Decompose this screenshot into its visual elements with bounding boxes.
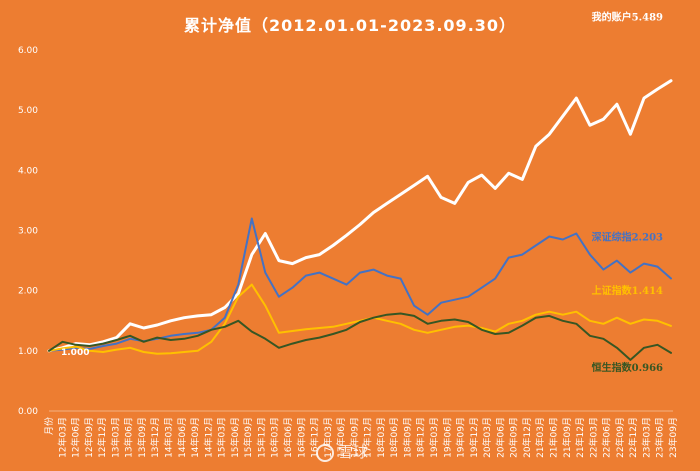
x-tick-label: 19年03月 xyxy=(428,417,440,458)
x-tick-label: 22年12月 xyxy=(627,417,639,458)
x-tick-label: 22年06月 xyxy=(601,417,613,458)
x-tick-label: 22年09月 xyxy=(614,417,626,458)
y-tick-label: 6.00 xyxy=(18,46,38,56)
x-tick-label: 16年06月 xyxy=(282,417,294,458)
x-tick-label: 15年12月 xyxy=(255,417,267,458)
x-tick-label: 14年03月 xyxy=(162,417,174,458)
x-tick-label: 14年06月 xyxy=(176,417,188,458)
series-label: 恒生指数0.966 xyxy=(592,361,663,374)
x-tick-label: 21年12月 xyxy=(574,417,586,458)
x-tick-label: 19年12月 xyxy=(468,417,480,458)
x-tick-label: 19年09月 xyxy=(455,417,467,458)
y-tick-label: 5.00 xyxy=(18,106,38,116)
x-tick-label: 23年06月 xyxy=(654,417,666,458)
x-tick-label: 15年03月 xyxy=(216,417,228,458)
y-tick-label: 1.00 xyxy=(18,347,38,357)
x-tick-label: 15年09月 xyxy=(242,417,254,458)
x-tick-label: 18年03月 xyxy=(375,417,387,458)
x-tick-label: 16年03月 xyxy=(269,417,281,458)
series-line xyxy=(48,312,672,361)
x-tick-label: 13年09月 xyxy=(136,417,148,458)
x-tick-label: 16年09月 xyxy=(295,417,307,458)
x-tick-label: 13年06月 xyxy=(123,417,135,458)
start-value-label: 1.000 xyxy=(61,348,89,358)
y-tick-label: 2.00 xyxy=(18,287,38,297)
x-tick-label: 12年12月 xyxy=(96,417,108,458)
y-tick-label: 3.00 xyxy=(18,227,38,237)
x-tick-label: 18年06月 xyxy=(388,417,400,458)
x-tick-label: 21年06月 xyxy=(548,417,560,458)
series-label: 上证指数1.414 xyxy=(592,284,663,297)
series-label: 我的账户5.489 xyxy=(592,11,663,24)
x-tick-label: 14年12月 xyxy=(202,417,214,458)
x-tick-label: 12年06月 xyxy=(70,417,82,458)
x-tick-label: 月份 xyxy=(43,417,55,435)
x-tick-label: 22年03月 xyxy=(587,417,599,458)
x-tick-label: 20年06月 xyxy=(494,417,506,458)
x-tick-label: 12年03月 xyxy=(56,417,68,458)
chart-title: 累计净值（2012.01.01-2023.09.30） xyxy=(183,16,517,35)
x-tick-label: 15年06月 xyxy=(229,417,241,458)
x-tick-label: 13年03月 xyxy=(109,417,121,458)
series-label: 深证综指2.203 xyxy=(592,230,663,243)
x-tick-label: 18年12月 xyxy=(415,417,427,458)
x-tick-label: 20年03月 xyxy=(481,417,493,458)
series-line xyxy=(47,79,673,353)
x-tick-label: 14年09月 xyxy=(189,417,201,458)
y-tick-label: 4.00 xyxy=(18,166,38,176)
x-tick-label: 18年09月 xyxy=(401,417,413,458)
snowball-watermark: 雪球 xyxy=(316,441,368,462)
x-tick-label: 17年12月 xyxy=(362,417,374,458)
x-tick-label: 23年03月 xyxy=(640,417,652,458)
x-tick-label: 21年03月 xyxy=(534,417,546,458)
x-tick-label: 20年12月 xyxy=(521,417,533,458)
x-tick-label: 21年09月 xyxy=(561,417,573,458)
y-tick-label: 0.00 xyxy=(18,407,38,417)
x-tick-label: 23年09月 xyxy=(667,417,679,458)
x-tick-label: 17年06月 xyxy=(335,417,347,458)
x-tick-label: 20年09月 xyxy=(508,417,520,458)
x-tick-label: 19年06月 xyxy=(441,417,453,458)
x-tick-label: 13年12月 xyxy=(149,417,161,458)
series-line xyxy=(48,217,672,352)
series-line xyxy=(48,283,672,355)
x-tick-label: 17年09月 xyxy=(348,417,360,458)
snowball-logo-icon xyxy=(316,443,334,462)
x-tick-label: 12年09月 xyxy=(83,417,95,458)
